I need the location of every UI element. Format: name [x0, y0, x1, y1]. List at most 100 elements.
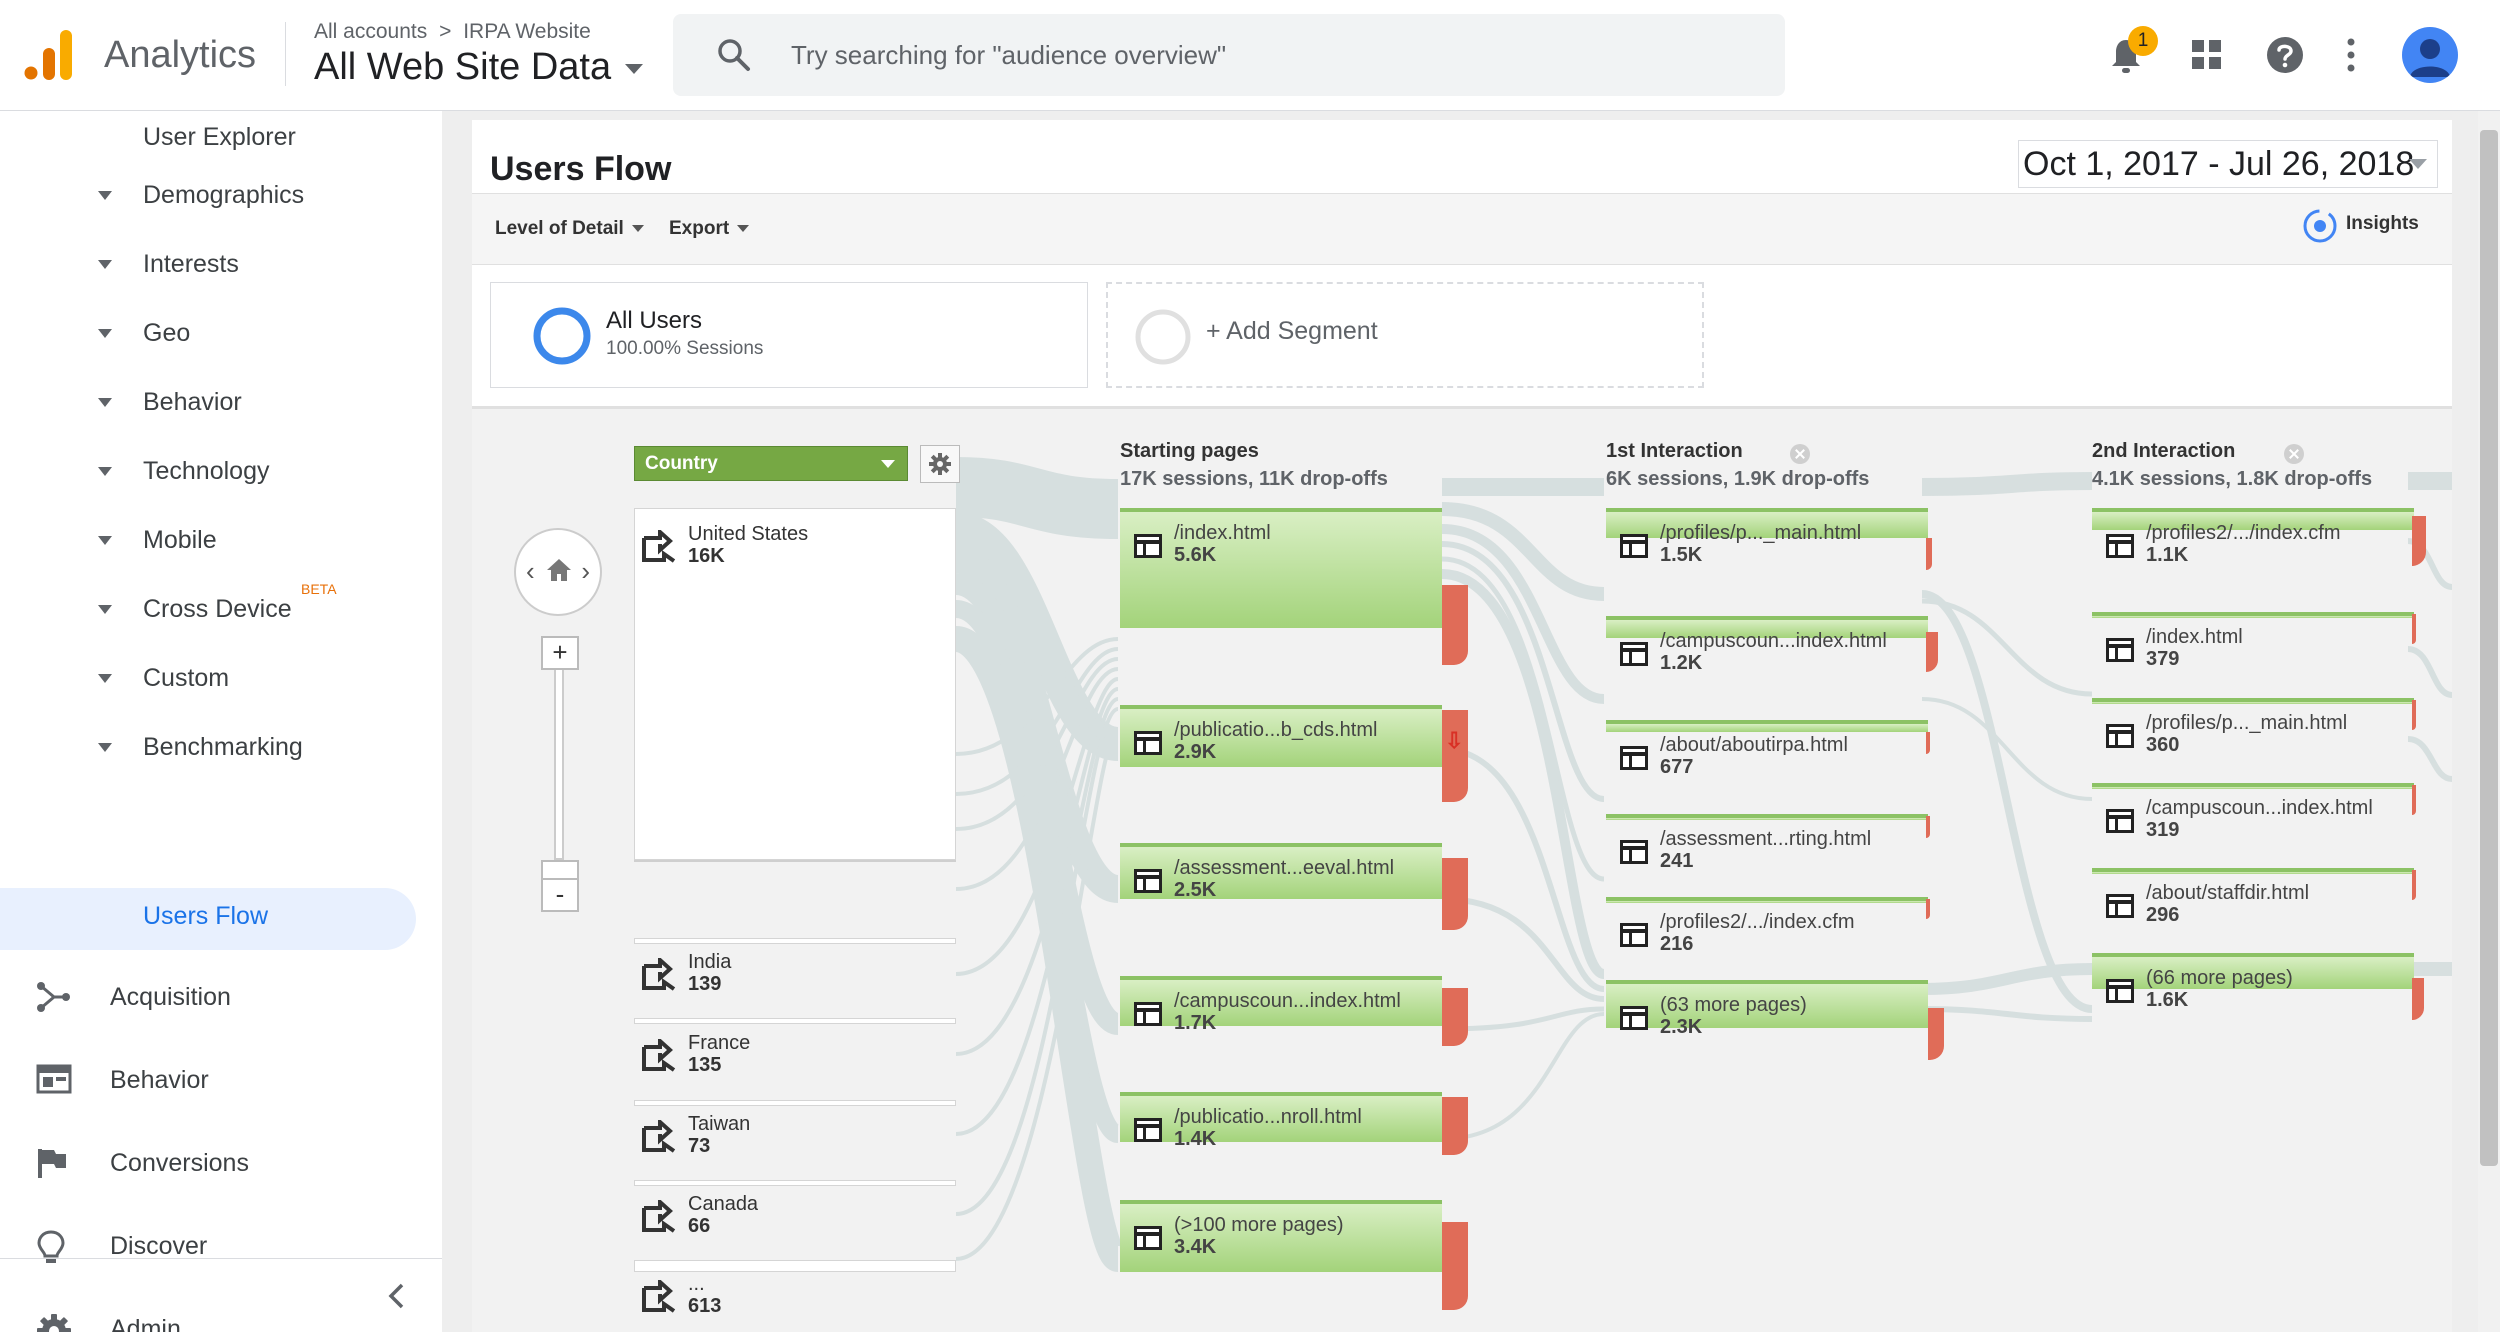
level-of-detail-button[interactable]: Level of Detail	[495, 218, 644, 240]
export-label[interactable]: Export	[669, 218, 730, 239]
sidebar-item-technology[interactable]: Technology	[0, 447, 442, 495]
add-segment-label[interactable]: + Add Segment	[1206, 317, 1378, 345]
sidebar-item-label[interactable]: Benchmarking	[143, 733, 303, 761]
account-avatar[interactable]	[2402, 27, 2458, 83]
page-node-second-3[interactable]: /profiles/p..._main.html 360	[2092, 698, 2414, 756]
drop-off-indicator[interactable]	[1926, 899, 1930, 919]
drop-off-indicator[interactable]	[2412, 700, 2416, 730]
page-node-second-5[interactable]: /about/staffdir.html 296	[2092, 868, 2414, 926]
sidebar-item-label[interactable]: Acquisition	[110, 983, 231, 1011]
expand-arrow-icon[interactable]	[98, 467, 112, 476]
sidebar-item-label[interactable]: Mobile	[143, 526, 217, 554]
drop-off-indicator[interactable]	[1442, 858, 1468, 930]
page-node-second-1[interactable]: /profiles2/.../index.cfm 1.1K	[2092, 508, 2414, 566]
export-button[interactable]: Export	[669, 218, 750, 240]
page-node-start-6[interactable]: (>100 more pages) 3.4K	[1120, 1200, 1442, 1272]
drop-off-indicator[interactable]	[1926, 632, 1938, 672]
drop-off-arrow-icon[interactable]: ⇩	[1445, 728, 1464, 753]
country-node-bar[interactable]	[634, 1100, 956, 1106]
sidebar-item-user-explorer[interactable]: User Explorer	[0, 113, 442, 161]
search-icon[interactable]	[717, 38, 751, 72]
sidebar-item-label-text[interactable]: Cross Device	[143, 595, 292, 623]
chevron-down-icon[interactable]	[631, 225, 644, 233]
sidebar-item-label[interactable]: Interests	[143, 250, 239, 278]
sidebar-item-users-flow[interactable]: Users Flow	[0, 888, 416, 950]
drop-off-indicator[interactable]	[2412, 516, 2426, 566]
sidebar-item-custom[interactable]: Custom	[0, 654, 442, 702]
expand-arrow-icon[interactable]	[98, 260, 112, 269]
page-node-first-5[interactable]: /profiles2/.../index.cfm 216	[1606, 897, 1928, 955]
sidebar-item-benchmarking[interactable]: Benchmarking	[0, 723, 442, 771]
page-node-second-6[interactable]: (66 more pages) 1.6K	[2092, 953, 2414, 1011]
date-range-picker[interactable]: Oct 1, 2017 - Jul 26, 2018	[2018, 140, 2438, 188]
country-node-bar[interactable]	[634, 1180, 956, 1186]
drop-off-indicator[interactable]: ⇩	[1442, 710, 1468, 802]
pan-left-icon[interactable]: ‹	[526, 556, 535, 586]
expand-arrow-icon[interactable]	[98, 605, 112, 614]
flow-settings-button[interactable]	[920, 445, 960, 483]
sidebar-item-geo[interactable]: Geo	[0, 309, 442, 357]
view-name[interactable]: All Web Site Data	[314, 46, 612, 88]
page-node-start-4[interactable]: /campuscoun...index.html 1.7K	[1120, 976, 1442, 1034]
help-icon[interactable]	[2266, 36, 2304, 74]
search-bar[interactable]	[673, 14, 1785, 96]
sidebar-item-label[interactable]: Demographics	[143, 181, 305, 209]
home-icon[interactable]	[546, 558, 572, 582]
sidebar-item-label[interactable]: Users Flow	[143, 902, 269, 930]
drop-off-indicator[interactable]	[1442, 1222, 1468, 1310]
dimension-selector[interactable]: Country	[634, 446, 908, 481]
country-node-united-states[interactable]	[634, 508, 956, 860]
sidebar-item-label[interactable]: Discover	[110, 1232, 208, 1260]
sidebar-item-discover[interactable]: Discover	[0, 1216, 442, 1276]
page-node-second-2[interactable]: /index.html 379	[2092, 612, 2414, 670]
chevron-down-icon[interactable]	[737, 225, 750, 233]
remove-column-icon[interactable]	[2284, 444, 2304, 464]
breadcrumb-account[interactable]: All accounts	[314, 20, 428, 43]
insights-button[interactable]: Insights	[2302, 208, 2419, 250]
sidebar-item-label[interactable]: Admin	[110, 1315, 181, 1332]
pan-right-icon[interactable]: ›	[581, 556, 590, 586]
page-node-start-1[interactable]: /index.html 5.6K	[1120, 508, 1442, 628]
sidebar-item-cross-device[interactable]: Cross Device BETA	[0, 581, 442, 633]
view-dropdown-icon[interactable]	[625, 63, 644, 74]
page-node-first-1[interactable]: /profiles/p..._main.html 1.5K	[1606, 508, 1928, 566]
chevron-down-icon[interactable]	[2409, 159, 2427, 169]
sidebar-item-behavior-sub[interactable]: Behavior	[0, 378, 442, 426]
sidebar-item-label[interactable]: Technology	[143, 457, 270, 485]
sidebar-item-label[interactable]: User Explorer	[143, 123, 296, 151]
expand-arrow-icon[interactable]	[98, 743, 112, 752]
sidebar-item-label[interactable]: Custom	[143, 664, 230, 692]
country-node-bar[interactable]	[634, 1018, 956, 1024]
drop-off-indicator[interactable]	[1926, 732, 1930, 754]
sidebar-item-label[interactable]: Geo	[143, 319, 191, 347]
expand-arrow-icon[interactable]	[98, 674, 112, 683]
breadcrumb[interactable]: All accounts > IRPA Website	[314, 20, 591, 44]
dimension-label[interactable]: Country	[645, 453, 718, 474]
segment-all-users[interactable]: All Users 100.00% Sessions	[490, 282, 1088, 388]
date-range-value[interactable]: Oct 1, 2017 - Jul 26, 2018	[2023, 145, 2415, 183]
expand-arrow-icon[interactable]	[98, 329, 112, 338]
page-node-first-4[interactable]: /assessment...rting.html 241	[1606, 814, 1928, 872]
drop-off-indicator[interactable]	[1442, 585, 1468, 665]
country-node-bar[interactable]	[634, 1260, 956, 1272]
page-node-start-3[interactable]: /assessment...eeval.html 2.5K	[1120, 843, 1442, 901]
sidebar-item-label[interactable]: Behavior	[143, 388, 242, 416]
analytics-logo-icon[interactable]	[24, 30, 74, 80]
sidebar-item-behavior[interactable]: Behavior	[0, 1050, 442, 1110]
sidebar-item-mobile[interactable]: Mobile	[0, 516, 442, 564]
more-options-icon[interactable]	[2346, 38, 2356, 72]
page-node-first-2[interactable]: /campuscoun...index.html 1.2K	[1606, 616, 1928, 674]
collapse-sidebar-icon[interactable]	[386, 1282, 408, 1310]
drop-off-indicator[interactable]	[1442, 1097, 1468, 1155]
drop-off-indicator[interactable]	[1926, 538, 1932, 570]
sidebar-item-acquisition[interactable]: Acquisition	[0, 967, 442, 1027]
page-node-first-6[interactable]: (63 more pages) 2.3K	[1606, 980, 1928, 1038]
drop-off-indicator[interactable]	[2412, 978, 2424, 1020]
expand-arrow-icon[interactable]	[98, 191, 112, 200]
zoom-track[interactable]	[554, 660, 564, 860]
drop-off-indicator[interactable]	[2412, 870, 2416, 900]
drop-off-indicator[interactable]	[2412, 785, 2416, 815]
settings-gear-icon[interactable]	[921, 446, 959, 482]
insights-icon[interactable]	[2302, 208, 2338, 244]
view-selector[interactable]: All Web Site Data	[314, 46, 644, 89]
